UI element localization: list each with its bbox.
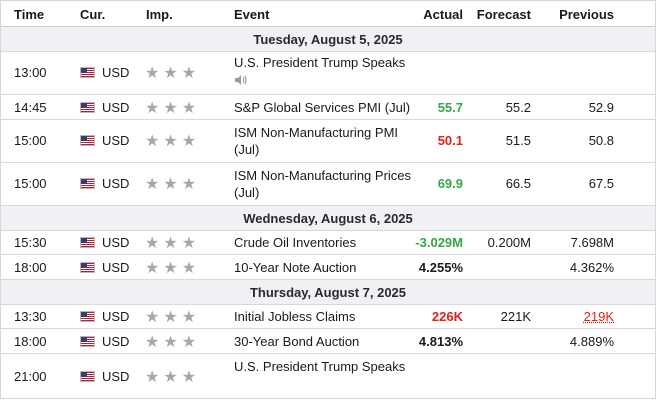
importance-stars-icon: ★★★ xyxy=(145,334,201,351)
previous-value: 50.8 xyxy=(588,133,614,148)
previous-value: 7.698M xyxy=(570,235,614,250)
date-label: Wednesday, August 6, 2025 xyxy=(243,211,413,226)
event-currency: USD xyxy=(102,133,130,148)
header-event: Event xyxy=(234,7,270,22)
table-row[interactable]: 18:00 USD ★★★ 10-Year Note Auction 4.255… xyxy=(1,255,655,280)
us-flag-icon xyxy=(80,262,95,273)
previous-value: 52.9 xyxy=(588,100,614,115)
previous-value: 67.5 xyxy=(588,176,614,191)
table-row[interactable]: 15:30 USD ★★★ Crude Oil Inventories -3.0… xyxy=(1,231,655,255)
event-currency: USD xyxy=(102,100,130,115)
importance-stars-icon: ★★★ xyxy=(145,176,201,193)
event-time: 14:45 xyxy=(14,100,47,115)
event-time: 15:30 xyxy=(14,235,47,250)
event-time: 18:00 xyxy=(14,260,47,275)
us-flag-icon xyxy=(80,311,95,322)
event-currency: USD xyxy=(102,260,130,275)
event-name[interactable]: U.S. President Trump Speaks xyxy=(234,359,406,374)
header-previous: Previous xyxy=(559,7,614,22)
importance-stars-icon: ★★★ xyxy=(145,235,201,252)
importance-stars-icon: ★★★ xyxy=(145,133,201,150)
event-name-line2: (Jul) xyxy=(234,142,260,157)
event-name[interactable]: ISM Non-Manufacturing PMI (Jul) xyxy=(234,124,398,158)
event-name[interactable]: 30-Year Bond Auction xyxy=(234,334,360,349)
table-row[interactable]: 15:00 USD ★★★ ISM Non-Manufacturing Pric… xyxy=(1,163,655,206)
header-actual: Actual xyxy=(423,7,463,22)
table-row[interactable]: 13:00 USD ★★★ U.S. President Trump Speak… xyxy=(1,52,655,95)
forecast-value: 51.5 xyxy=(505,133,531,148)
importance-stars-icon: ★★★ xyxy=(145,65,201,82)
us-flag-icon xyxy=(80,135,95,146)
us-flag-icon xyxy=(80,67,95,78)
event-name-line1: ISM Non-Manufacturing PMI xyxy=(234,125,399,140)
importance-stars-icon: ★★★ xyxy=(145,309,201,326)
header-time: Time xyxy=(14,7,45,22)
event-currency: USD xyxy=(102,176,130,191)
date-row: Wednesday, August 6, 2025 xyxy=(1,206,655,231)
event-currency: USD xyxy=(102,369,130,384)
event-name[interactable]: U.S. President Trump Speaks xyxy=(234,55,406,70)
us-flag-icon xyxy=(80,336,95,347)
forecast-value: 221K xyxy=(500,309,531,324)
table-row[interactable]: 18:00 USD ★★★ 30-Year Bond Auction 4.813… xyxy=(1,329,655,354)
event-time: 13:30 xyxy=(14,309,47,324)
table-header: Time Cur. Imp. Event Actual Forecast Pre… xyxy=(1,1,655,27)
importance-stars-icon: ★★★ xyxy=(145,369,201,386)
header-importance: Imp. xyxy=(146,7,173,22)
date-row: Tuesday, August 5, 2025 xyxy=(1,27,655,52)
date-row: Thursday, August 7, 2025 xyxy=(1,280,655,305)
event-time: 15:00 xyxy=(14,133,47,148)
header-currency: Cur. xyxy=(80,7,106,22)
importance-stars-icon: ★★★ xyxy=(145,260,201,277)
actual-value: 69.9 xyxy=(437,176,463,191)
forecast-value: 66.5 xyxy=(505,176,531,191)
table-row[interactable]: 13:30 USD ★★★ Initial Jobless Claims 226… xyxy=(1,305,655,329)
importance-stars-icon: ★★★ xyxy=(145,100,201,117)
us-flag-icon xyxy=(80,102,95,113)
event-name[interactable]: ISM Non-Manufacturing Prices (Jul) xyxy=(234,167,411,201)
actual-value: 4.255% xyxy=(418,260,463,275)
us-flag-icon xyxy=(80,371,95,382)
event-currency: USD xyxy=(102,309,130,324)
us-flag-icon xyxy=(80,237,95,248)
event-name[interactable]: S&P Global Services PMI (Jul) xyxy=(234,100,411,115)
speaker-icon[interactable] xyxy=(234,74,247,89)
actual-value: 55.7 xyxy=(437,100,463,115)
forecast-value: 55.2 xyxy=(505,100,531,115)
event-name[interactable]: 10-Year Note Auction xyxy=(234,260,357,275)
forecast-value: 0.200M xyxy=(487,235,531,250)
event-time: 15:00 xyxy=(14,176,47,191)
event-time: 13:00 xyxy=(14,65,47,80)
date-label: Tuesday, August 5, 2025 xyxy=(253,32,403,47)
event-currency: USD xyxy=(102,235,130,250)
event-name-line1: ISM Non-Manufacturing Prices xyxy=(234,168,412,183)
date-label: Thursday, August 7, 2025 xyxy=(249,285,407,300)
actual-value: 226K xyxy=(431,309,463,324)
previous-value: 4.889% xyxy=(569,334,614,349)
previous-value: 4.362% xyxy=(569,260,614,275)
table-row[interactable]: 21:00 USD ★★★ U.S. President Trump Speak… xyxy=(1,354,655,398)
event-time: 21:00 xyxy=(14,369,47,384)
us-flag-icon xyxy=(80,178,95,189)
actual-value: 50.1 xyxy=(437,133,463,148)
header-forecast: Forecast xyxy=(476,7,531,22)
event-time: 18:00 xyxy=(14,334,47,349)
previous-value-revised[interactable]: 219K xyxy=(583,309,614,324)
event-name-line2: (Jul) xyxy=(234,185,260,200)
event-name[interactable]: Crude Oil Inventories xyxy=(234,235,357,250)
event-name[interactable]: Initial Jobless Claims xyxy=(234,309,356,324)
event-currency: USD xyxy=(102,65,130,80)
table-row[interactable]: 15:00 USD ★★★ ISM Non-Manufacturing PMI (… xyxy=(1,120,655,163)
actual-value: -3.029M xyxy=(415,235,463,250)
table-row[interactable]: 14:45 USD ★★★ S&P Global Services PMI (J… xyxy=(1,95,655,120)
actual-value: 4.813% xyxy=(418,334,463,349)
event-currency: USD xyxy=(102,334,130,349)
